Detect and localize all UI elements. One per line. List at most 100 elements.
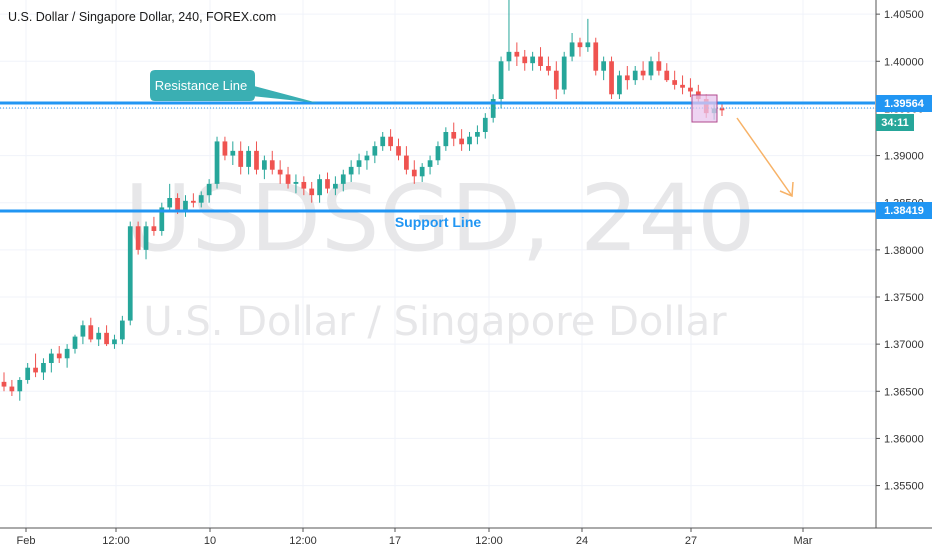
candle-body	[475, 132, 480, 137]
candle-body	[317, 179, 322, 196]
candle-body	[96, 332, 102, 340]
candle-body	[656, 61, 662, 71]
candle-body	[1, 381, 7, 387]
candle-body	[459, 138, 464, 145]
candle-body	[112, 339, 117, 345]
x-tick-label: 17	[389, 535, 401, 547]
candle-body	[285, 174, 291, 184]
y-tick-label: 1.38000	[884, 245, 924, 257]
candle-body	[135, 226, 141, 250]
candle	[490, 94, 496, 123]
candle	[9, 379, 15, 396]
candle	[451, 122, 457, 147]
candle	[672, 70, 678, 90]
candle	[285, 166, 291, 189]
candle	[72, 334, 78, 354]
watermark-symbol: USDSGD, 240	[124, 165, 755, 272]
candle	[475, 125, 480, 145]
candle-body	[167, 198, 173, 208]
highlight-box[interactable]	[691, 94, 718, 123]
x-tick-label: 12:00	[289, 535, 317, 547]
candle	[33, 353, 38, 378]
x-tick-label: 12:00	[102, 535, 130, 547]
candle	[64, 344, 70, 368]
candle	[514, 42, 520, 66]
countdown-tag: 34:11	[876, 114, 914, 131]
candle	[640, 61, 646, 81]
candle-body	[206, 183, 212, 196]
support-label: Support Line	[395, 214, 482, 230]
candle-body	[640, 70, 646, 76]
candle	[419, 163, 425, 182]
candle	[680, 75, 685, 95]
candle-body	[119, 320, 125, 340]
resistance-label: Resistance Line	[155, 78, 248, 93]
candle	[411, 160, 417, 184]
candle	[569, 33, 575, 62]
candle	[648, 56, 654, 81]
candle	[80, 320, 86, 345]
candle-body	[88, 325, 94, 340]
candle	[522, 49, 528, 71]
candle	[56, 346, 62, 363]
candle	[435, 141, 441, 165]
x-tick-label: 27	[685, 535, 697, 547]
price-axis-panel[interactable]	[876, 0, 932, 528]
candle	[222, 136, 228, 161]
candle-body	[254, 150, 259, 170]
candle-body	[33, 367, 38, 373]
candle	[277, 160, 283, 184]
candle	[538, 47, 543, 71]
candle-body	[435, 146, 441, 161]
candle	[404, 146, 409, 175]
candle-body	[238, 150, 244, 167]
candle-body	[561, 56, 567, 90]
candle-body	[648, 61, 654, 76]
candle	[443, 127, 449, 151]
candle	[632, 66, 638, 85]
candle-body	[522, 56, 528, 64]
candle-body	[482, 117, 488, 132]
candle-body	[348, 166, 354, 175]
candle-body	[17, 379, 23, 392]
y-tick-label: 1.36000	[884, 433, 924, 445]
candle-body	[293, 181, 299, 184]
candle-body	[451, 132, 457, 139]
countdown-value: 34:11	[881, 117, 909, 129]
candle	[325, 172, 330, 194]
candle	[427, 155, 433, 175]
support-price-tag: 1.38419	[876, 202, 932, 219]
y-tick-label: 1.37500	[884, 292, 924, 304]
candle	[601, 56, 607, 81]
candle-body	[538, 56, 543, 66]
candle	[388, 129, 393, 151]
candle	[214, 136, 220, 189]
candle	[293, 174, 299, 194]
candle	[333, 176, 338, 196]
projection-arrow[interactable]	[736, 117, 794, 198]
candle	[88, 317, 94, 343]
y-tick-label: 1.35500	[884, 481, 924, 493]
support-price-value: 1.38419	[884, 205, 924, 217]
candle	[459, 129, 464, 151]
candle	[561, 51, 567, 95]
candle	[48, 348, 54, 373]
resistance-callout[interactable]: Resistance Line	[150, 70, 318, 103]
candle-body	[325, 179, 330, 189]
candle-body	[175, 198, 180, 211]
candle-body	[688, 87, 693, 92]
candle	[656, 51, 662, 76]
candle	[159, 202, 165, 236]
candle-body	[72, 336, 78, 349]
candle	[206, 179, 212, 203]
candle	[380, 132, 386, 151]
candle-body	[48, 353, 54, 363]
candle-body	[411, 169, 417, 177]
candle-body	[190, 200, 196, 203]
candle-body	[530, 56, 536, 64]
candle	[617, 70, 622, 99]
candle-body	[490, 99, 496, 118]
candle-body	[64, 348, 70, 359]
candlestick-series	[1, 0, 725, 401]
